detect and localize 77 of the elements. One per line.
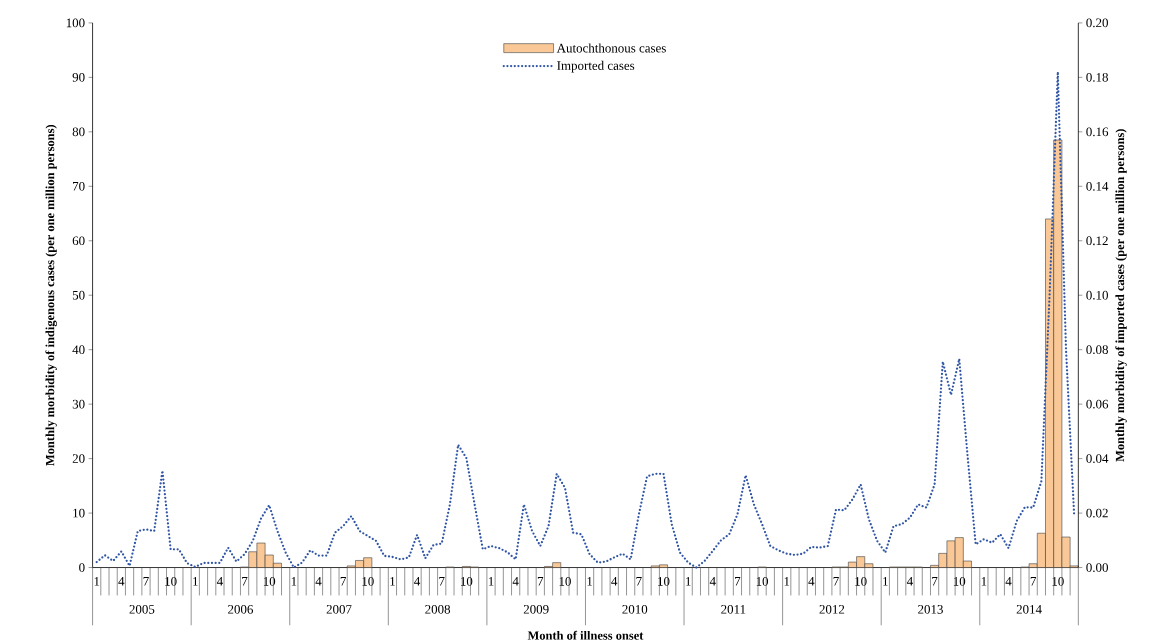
y2-tick-label: 0.16 (1086, 127, 1109, 137)
y2-tick-label: 0.10 (1086, 290, 1108, 300)
y-tick-label: 70 (73, 181, 85, 191)
x-tick-label: 7 (833, 576, 839, 586)
text: 2009 (523, 604, 549, 614)
x-tick-label: 1 (94, 576, 100, 586)
y-tick-label: 10 (73, 508, 85, 518)
x-tick-label: 4 (709, 576, 716, 586)
text: 2008 (425, 604, 451, 614)
x-tick-label: 1 (981, 576, 987, 586)
x-tick-label: 10 (362, 576, 374, 586)
y-axis-title: Monthly morbidity of indigenous cases (per one million persons) (45, 124, 57, 466)
y-tick-label: 100 (66, 18, 85, 28)
y-tick-label: 80 (72, 127, 85, 137)
y2-tick-label: 0.18 (1086, 72, 1108, 82)
text: 2013 (918, 604, 943, 614)
x-tick-label: 4 (216, 576, 223, 586)
x-tick-label: 7 (932, 576, 938, 586)
x-tick-label: 4 (906, 576, 913, 586)
x-tick-label: 1 (193, 576, 198, 586)
x-tick-label: 10 (658, 576, 670, 586)
x-axis-title: Month of illness onset (527, 630, 644, 640)
legend-label: Autochthonous cases (556, 43, 666, 53)
x-tick-label: 4 (118, 576, 125, 586)
x-tick-label: 7 (439, 576, 445, 586)
x-tick-label: 1 (587, 576, 593, 586)
y-tick-label: 30 (72, 399, 85, 409)
x-tick-label: 4 (611, 576, 618, 586)
text: 2012 (819, 604, 845, 614)
y-tick-label: 50 (72, 290, 85, 300)
x-tick-label: 7 (735, 576, 741, 586)
x-tick-label: 4 (315, 576, 322, 586)
x-tick-label: 10 (1052, 576, 1064, 586)
y-tick-label: 60 (72, 236, 85, 246)
y2-tick-label: 0.04 (1086, 454, 1109, 463)
y-tick-label: 40 (72, 345, 85, 354)
x-tick-label: 10 (953, 576, 966, 586)
y2-axis-title: Monthly morbidity of imported cases (per one million persons) (1115, 129, 1127, 462)
y2-tick-label: 0.20 (1086, 18, 1108, 28)
y-tick-label: 90 (72, 72, 85, 82)
x-tick-label: 4 (414, 576, 421, 586)
x-tick-label: 7 (340, 576, 346, 586)
x-tick-label: 10 (165, 576, 177, 586)
x-tick-label: 7 (1030, 576, 1037, 586)
y2-tick-label: 0.00 (1086, 563, 1108, 572)
text: 2014 (1016, 604, 1042, 614)
x-tick-label: 7 (537, 576, 544, 586)
x-tick-label: 1 (291, 576, 297, 586)
x-tick-label: 10 (855, 576, 867, 586)
y2-tick-label: 0.02 (1086, 508, 1108, 518)
text: 2005 (129, 604, 155, 614)
x-tick-label: 7 (143, 576, 149, 586)
x-tick-label: 1 (488, 576, 494, 586)
x-tick-label: 1 (784, 576, 790, 586)
x-tick-label: 4 (1005, 576, 1012, 586)
x-tick-label: 10 (263, 576, 276, 586)
y-tick-label: 20 (72, 454, 85, 463)
y2-tick-label: 0.12 (1086, 236, 1108, 246)
x-tick-label: 10 (756, 576, 769, 586)
text: 2006 (228, 604, 254, 614)
x-tick-label: 4 (808, 576, 815, 586)
y2-tick-label: 0.08 (1086, 345, 1108, 354)
x-tick-label: 1 (390, 576, 395, 586)
y2-tick-label: 0.14 (1086, 181, 1109, 191)
x-tick-label: 10 (461, 576, 473, 586)
legend-label: Imported cases (557, 60, 635, 73)
text: 2011 (721, 604, 746, 614)
text: 2007 (326, 604, 352, 614)
x-tick-label: 4 (512, 576, 519, 586)
y2-tick-label: 0.06 (1086, 399, 1109, 409)
x-tick-label: 1 (883, 576, 888, 586)
y-tick-label: 0 (79, 563, 85, 572)
x-tick-label: 1 (686, 576, 691, 586)
x-tick-label: 10 (559, 576, 571, 586)
text: 2010 (622, 604, 648, 614)
x-tick-label: 7 (636, 576, 642, 586)
x-tick-label: 7 (242, 576, 248, 586)
